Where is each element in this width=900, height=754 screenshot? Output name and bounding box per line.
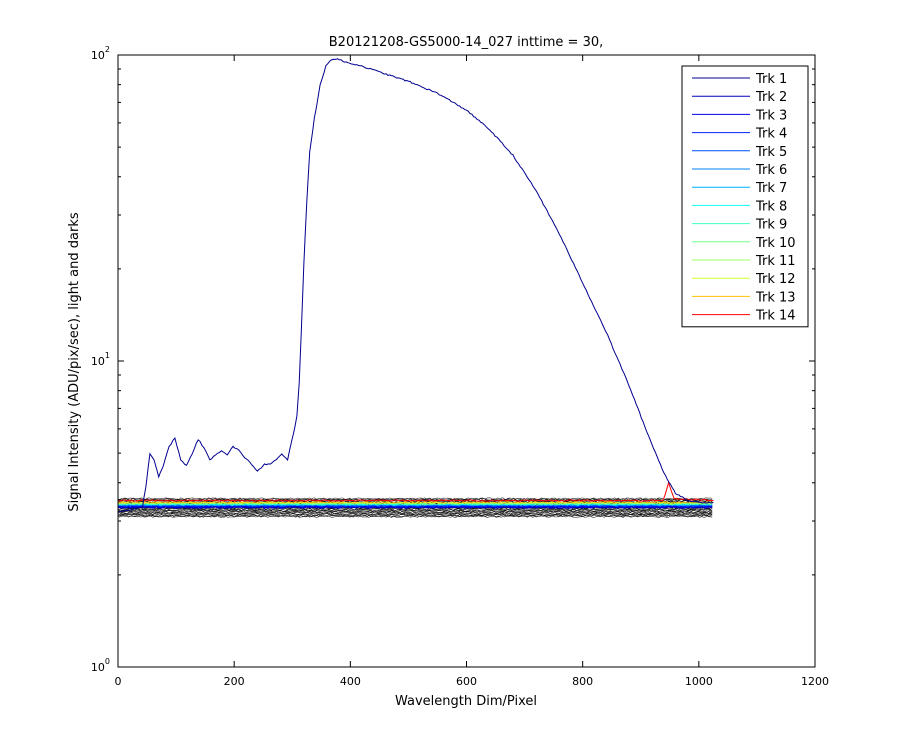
x-tick-label: 1200 — [801, 675, 829, 688]
legend-box — [681, 65, 809, 328]
legend-entry-7: Trk 7 — [755, 181, 787, 196]
legend-entry-10: Trk 10 — [755, 236, 796, 251]
legend-entry-5: Trk 5 — [755, 145, 787, 160]
series-line-1 — [117, 58, 714, 513]
series-line-7 — [117, 504, 713, 507]
series-line-14 — [117, 480, 714, 502]
dark-trace-line — [117, 510, 713, 513]
y-tick-label: 102 — [91, 45, 110, 62]
y-axis-label: Signal Intensity (ADU/pix/sec), light an… — [67, 212, 82, 511]
legend-entry-13: Trk 13 — [755, 290, 796, 305]
legend-entry-9: Trk 9 — [755, 218, 787, 233]
series-line-2 — [117, 506, 713, 509]
chart-title: B20121208-GS5000-14_027 inttime = 30, — [329, 35, 604, 50]
x-tick-label: 200 — [224, 675, 245, 688]
dark-trace-line — [117, 515, 713, 518]
axes-layer: 0 200 400 600 800 1000 1200 100 101 102 — [91, 45, 829, 688]
plot-layer — [117, 58, 714, 518]
x-axis-label: Wavelength Dim/Pixel — [395, 694, 537, 709]
y-tick-label: 101 — [91, 351, 110, 368]
legend-entry-2: Trk 2 — [755, 90, 787, 105]
series-line-3 — [117, 505, 713, 509]
dark-trace-line — [117, 508, 713, 512]
dark-trace-line — [117, 498, 713, 501]
dark-trace-line — [117, 513, 713, 517]
legend-entry-14: Trk 14 — [755, 309, 796, 324]
x-tick-label: 600 — [456, 675, 477, 688]
legend-entry-8: Trk 8 — [755, 199, 787, 214]
dark-trace-line — [117, 509, 713, 512]
legend-entry-4: Trk 4 — [755, 127, 787, 142]
y-tick-label: 100 — [91, 657, 110, 674]
dark-trace-line — [117, 497, 713, 500]
dark-trace-line — [117, 512, 713, 515]
dark-trace-line — [117, 510, 713, 514]
legend-entry-11: Trk 11 — [755, 254, 796, 269]
x-tick-label: 0 — [115, 675, 122, 688]
x-tick-label: 1000 — [685, 675, 713, 688]
legend-entry-12: Trk 12 — [755, 272, 796, 287]
legend-entry-1: Trk 1 — [755, 72, 787, 87]
legend: Trk 1 Trk 2 Trk 3 Trk 4 Trk 5 Trk 6 Trk 7 Trk 8… — [681, 65, 809, 328]
dark-trace-line — [117, 508, 713, 511]
x-tick-label: 400 — [340, 675, 361, 688]
legend-entry-6: Trk 6 — [755, 163, 787, 178]
legend-entry-3: Trk 3 — [755, 108, 787, 123]
x-tick-label: 800 — [572, 675, 593, 688]
